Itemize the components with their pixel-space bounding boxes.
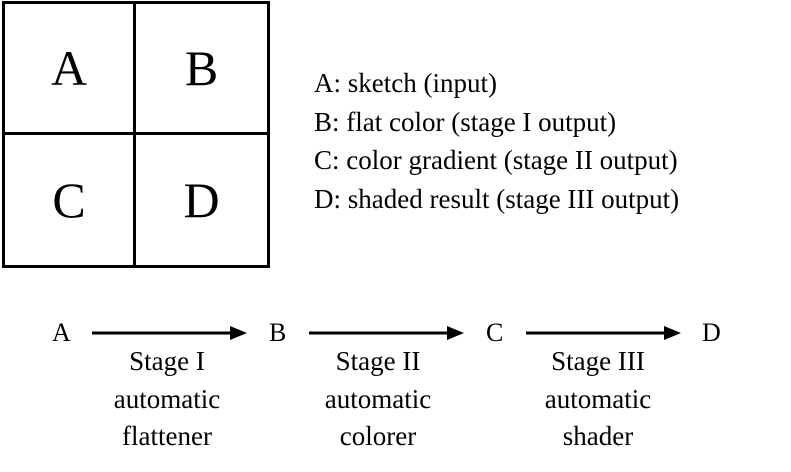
- arrow-stage-1: [92, 326, 247, 340]
- stage-3-mode: automatic: [544, 383, 652, 414]
- grid-cell-c: C: [5, 134, 136, 265]
- stage-2-mode: automatic: [324, 383, 432, 414]
- legend: A: sketch (input) B: flat color (stage I…: [314, 64, 784, 218]
- stage-2-title: Stage II: [335, 346, 421, 376]
- grid-cell-b: B: [136, 4, 267, 135]
- flow-node-a: A: [52, 318, 71, 347]
- arrow-stage-2: [309, 326, 464, 340]
- stage-2-label: Stage II automatic colorer: [303, 343, 453, 456]
- stage-1-label: Stage I automatic flattener: [92, 343, 242, 456]
- grid-cell-d: D: [183, 171, 220, 228]
- flow-node-c: C: [486, 318, 504, 347]
- stage-3-role: shader: [562, 421, 634, 451]
- stage-2-role: colorer: [339, 421, 417, 451]
- legend-item-c: C: color gradient (stage II output): [314, 145, 678, 175]
- grid-cell-a: A: [5, 4, 136, 135]
- stage-1-mode: automatic: [113, 383, 221, 414]
- stage-1-role: flattener: [122, 421, 212, 451]
- flow-node-d: D: [702, 318, 721, 347]
- stage-3-label: Stage III automatic shader: [523, 343, 673, 456]
- panel-grid: A B C D: [2, 1, 270, 268]
- flow-node-b: B: [269, 318, 287, 347]
- legend-item-d: D: shaded result (stage III output): [314, 183, 680, 214]
- legend-item-a: A: sketch (input): [314, 68, 497, 98]
- stage-3-title: Stage III: [551, 346, 645, 376]
- legend-item-b: B: flat color (stage I output): [314, 106, 617, 137]
- stage-1-title: Stage I: [129, 346, 205, 376]
- arrow-stage-3: [526, 326, 681, 340]
